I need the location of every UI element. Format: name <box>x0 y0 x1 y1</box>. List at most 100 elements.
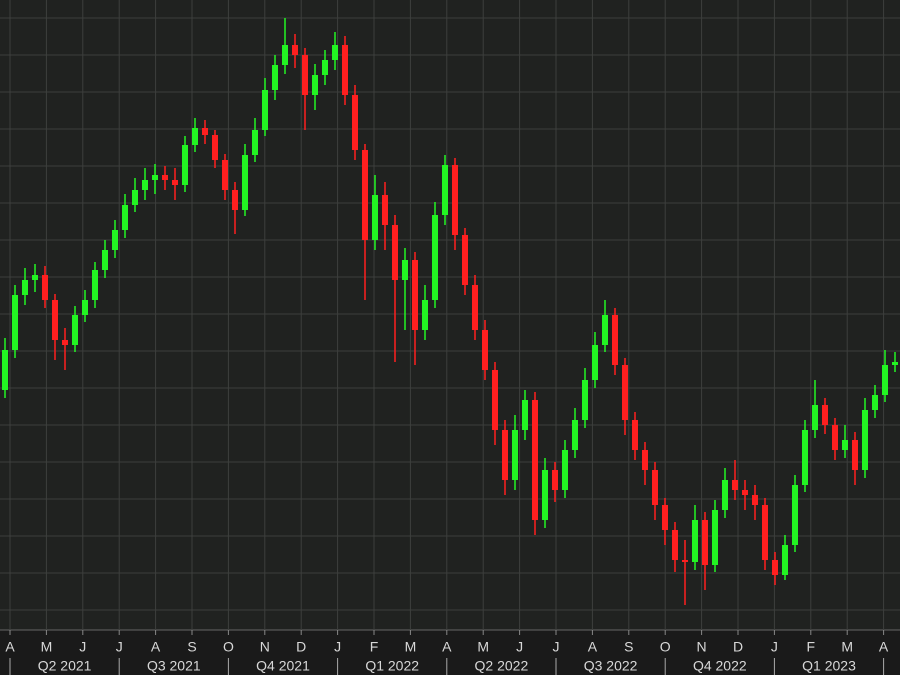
candle-body <box>212 135 218 160</box>
candle-body <box>792 485 798 545</box>
candle-body <box>592 345 598 380</box>
candle-body <box>192 128 198 145</box>
candle-body <box>752 495 758 505</box>
candle-body <box>52 300 58 340</box>
candle-body <box>72 315 78 345</box>
candle-body <box>2 350 8 390</box>
candle-body <box>292 45 298 55</box>
candle-body <box>102 250 108 270</box>
candle-body <box>722 480 728 510</box>
candle-body <box>382 195 388 225</box>
candle-body <box>222 160 228 190</box>
month-label: O <box>223 639 234 655</box>
candle-body <box>322 60 328 75</box>
month-label: S <box>624 639 633 655</box>
month-label: M <box>405 639 417 655</box>
candle-body <box>122 205 128 230</box>
candle-body <box>22 280 28 295</box>
month-label: N <box>697 639 707 655</box>
candle-body <box>872 395 878 410</box>
candle-body <box>562 450 568 490</box>
month-label: A <box>5 639 15 655</box>
candle-body <box>452 165 458 235</box>
candle-body <box>372 195 378 240</box>
candle-body <box>812 405 818 430</box>
candle-body <box>822 405 828 425</box>
month-label: J <box>116 639 123 655</box>
candle-body <box>702 520 708 565</box>
month-label: J <box>771 639 778 655</box>
candle-body <box>262 90 268 130</box>
candle-body <box>162 175 168 180</box>
candle-body <box>142 180 148 190</box>
candle-body <box>642 450 648 470</box>
candle-body <box>652 470 658 505</box>
candle-body <box>842 440 848 450</box>
month-label: M <box>477 639 489 655</box>
candle-body <box>402 260 408 280</box>
candle-body <box>202 128 208 135</box>
candle-body <box>622 365 628 420</box>
candle-body <box>62 340 68 345</box>
candle-body <box>272 65 278 90</box>
candle-body <box>762 505 768 560</box>
candle-body <box>392 225 398 280</box>
month-label: S <box>187 639 196 655</box>
candle-body <box>662 505 668 530</box>
candle-body <box>412 260 418 330</box>
candle-body <box>422 300 428 330</box>
candle-body <box>552 470 558 490</box>
candle-body <box>612 315 618 365</box>
candle-body <box>432 215 438 300</box>
candle-body <box>632 420 638 450</box>
quarter-label: Q3 2021 <box>147 658 201 674</box>
candle-body <box>442 165 448 215</box>
candle-body <box>772 560 778 575</box>
candle-body <box>522 400 528 430</box>
candle-body <box>112 230 118 250</box>
quarter-label: Q2 2021 <box>38 658 92 674</box>
candle-body <box>692 520 698 562</box>
month-label: A <box>588 639 598 655</box>
candle-body <box>302 55 308 95</box>
candle-body <box>732 480 738 490</box>
quarter-label: Q1 2022 <box>365 658 419 674</box>
candle-body <box>152 175 158 180</box>
month-label: J <box>516 639 523 655</box>
candle-body <box>712 510 718 565</box>
candle-body <box>672 530 678 560</box>
candle-body <box>852 440 858 470</box>
candle-body <box>782 545 788 575</box>
candle-body <box>332 45 338 60</box>
candle-body <box>742 490 748 495</box>
axis-area <box>0 630 900 675</box>
candle-body <box>312 75 318 95</box>
candle-body <box>832 425 838 450</box>
month-label: M <box>841 639 853 655</box>
quarter-label: Q1 2023 <box>802 658 856 674</box>
plot-area <box>0 0 900 630</box>
month-label: D <box>733 639 743 655</box>
candle-body <box>572 420 578 450</box>
candle-body <box>892 362 898 365</box>
candle-body <box>472 285 478 330</box>
candle-body <box>242 155 248 210</box>
candle-body <box>482 330 488 370</box>
candle-body <box>682 560 688 562</box>
candle-body <box>582 380 588 420</box>
month-label: J <box>79 639 86 655</box>
candle-body <box>862 410 868 470</box>
month-label: D <box>296 639 306 655</box>
candle-body <box>802 430 808 485</box>
quarter-label: Q2 2022 <box>475 658 529 674</box>
candle-body <box>502 430 508 480</box>
month-label: J <box>334 639 341 655</box>
candle-body <box>882 365 888 395</box>
month-label: O <box>660 639 671 655</box>
candle-body <box>12 295 18 350</box>
candle-body <box>492 370 498 430</box>
month-label: A <box>879 639 889 655</box>
candle-body <box>362 150 368 240</box>
